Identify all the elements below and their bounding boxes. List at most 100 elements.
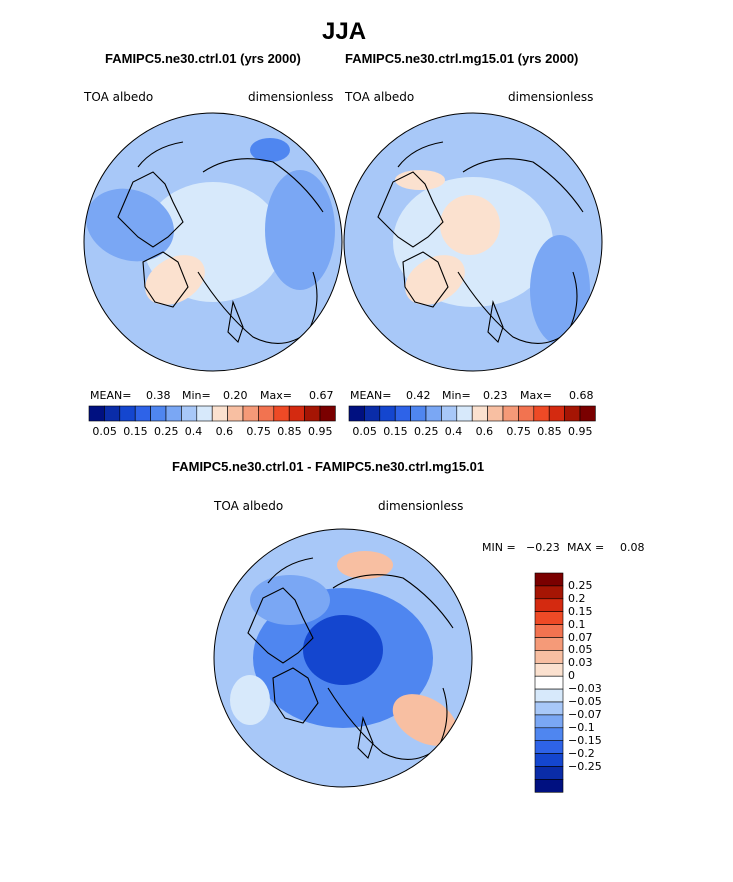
colorbar-tick-label: 0.6 (475, 425, 494, 438)
positive-anomaly (337, 551, 393, 579)
colorbar-swatch (534, 701, 564, 716)
colorbar-swatch (196, 405, 213, 422)
colorbar-swatch (579, 405, 596, 422)
colorbar-swatch (534, 637, 564, 651)
colorbar-swatch (441, 405, 458, 422)
positive-anomaly (392, 694, 458, 746)
stat-mean-label-ctrl: MEAN= (90, 389, 132, 402)
region-blob (395, 170, 445, 190)
panel-title-ctrl: FAMIPC5.ne30.ctrl.01 (yrs 2000) (105, 51, 301, 66)
colorbar-swatch (134, 405, 151, 422)
colorbar-tick-label: −0.25 (568, 759, 602, 773)
colorbar-tick-label: −0.03 (568, 682, 602, 696)
coastline (327, 687, 448, 760)
colorbar-swatch (534, 650, 564, 664)
stat-mean-label-mg15: MEAN= (350, 389, 392, 402)
colorbar-tick-label: 0 (568, 669, 575, 683)
colorbar-tick-label: 0.03 (568, 656, 593, 670)
variable-label-difference: TOA albedo (214, 499, 284, 513)
colorbar-tick-label: 0.6 (215, 425, 234, 438)
colorbar-tick-label: −0.07 (568, 707, 602, 721)
colorbar-swatch (534, 779, 564, 793)
colorbar-swatch (273, 405, 290, 422)
coastline (357, 715, 374, 760)
coastline (377, 171, 444, 248)
polar-minimum (303, 615, 383, 685)
colorbar-swatch (242, 405, 259, 422)
colorbar-swatch (425, 405, 442, 422)
colorbar-mg15 (348, 405, 596, 422)
stat-max-value-ctrl: 0.67 (309, 389, 334, 402)
panel-title-mg15: FAMIPC5.ne30.ctrl.mg15.01 (yrs 2000) (345, 51, 579, 66)
colorbar-swatch (534, 572, 564, 587)
colorbar-tick-label: 0.75 (246, 425, 271, 438)
range-max-value: 0.08 (620, 541, 645, 554)
colorbar-tick-label: −0.15 (568, 733, 602, 747)
map-difference (213, 528, 473, 788)
colorbar-swatch (534, 675, 564, 690)
region-blob (230, 675, 270, 725)
coastline (332, 574, 454, 629)
stat-max-label-mg15: Max= (520, 389, 552, 402)
colorbar-swatch (258, 405, 275, 422)
coastline (457, 271, 578, 344)
colorbar-swatch (534, 598, 564, 612)
stat-min-value-mg15: 0.23 (483, 389, 508, 402)
colorbar-tick-label: 0.85 (537, 425, 562, 438)
coastline (462, 158, 584, 213)
stat-min-label-mg15: Min= (442, 389, 471, 402)
colorbar-swatch (518, 405, 535, 422)
colorbar-swatch (534, 753, 564, 767)
colorbar-swatch (534, 585, 564, 600)
stat-min-label-ctrl: Min= (182, 389, 211, 402)
colorbar-swatch (564, 405, 581, 422)
colorbar-swatch (119, 405, 136, 422)
colorbar-swatch (471, 405, 488, 422)
coastline (117, 171, 184, 248)
region-blob (530, 235, 590, 345)
coastline (137, 141, 184, 168)
colorbar-tick-label: 0.75 (506, 425, 531, 438)
coastline (247, 587, 314, 664)
colorbar-swatch (548, 405, 565, 422)
colorbar-swatch (394, 405, 411, 422)
range-max-label: MAX = (567, 541, 605, 554)
colorbar-swatch (165, 405, 182, 422)
colorbar-tick-label: 0.15 (123, 425, 148, 438)
colorbar-tick-label: 0.15 (568, 604, 593, 618)
colorbar-swatch (487, 405, 504, 422)
colorbar-swatch (534, 727, 564, 741)
colorbar-difference (534, 572, 564, 793)
panel-title-difference: FAMIPC5.ne30.ctrl.01 - FAMIPC5.ne30.ctrl… (172, 459, 485, 474)
colorbar-swatch (456, 405, 473, 422)
map-mg15 (343, 112, 603, 372)
colorbar-swatch (534, 688, 564, 703)
colorbar-swatch (410, 405, 427, 422)
colorbar-tick-label: 0.4 (444, 425, 463, 438)
coastline (202, 158, 324, 213)
units-label-ctrl: dimensionless (248, 90, 334, 104)
region-blob (86, 188, 174, 262)
coastline (197, 271, 318, 344)
greenland (405, 255, 465, 305)
units-label-mg15: dimensionless (508, 90, 594, 104)
colorbar-swatch (88, 405, 105, 422)
range-min-value: −0.23 (526, 541, 560, 554)
colorbar-tick-label: 0.05 (352, 425, 377, 438)
colorbar-tick-label: 0.95 (308, 425, 333, 438)
colorbar-swatch (288, 405, 305, 422)
map-ctrl (83, 112, 343, 372)
colorbar-tick-label: 0.2 (568, 591, 586, 605)
coastline (397, 141, 444, 168)
colorbar-tick-label: 0.95 (568, 425, 593, 438)
colorbar-ctrl (88, 405, 336, 422)
stat-mean-value-mg15: 0.42 (406, 389, 431, 402)
stat-max-value-mg15: 0.68 (569, 389, 594, 402)
coastline (402, 251, 449, 308)
stat-max-label-ctrl: Max= (260, 389, 292, 402)
arctic-high-region (440, 195, 500, 255)
colorbar-swatch (534, 662, 564, 677)
colorbar-swatch (319, 405, 336, 422)
colorbar-swatch (304, 405, 321, 422)
colorbar-swatch (227, 405, 244, 422)
